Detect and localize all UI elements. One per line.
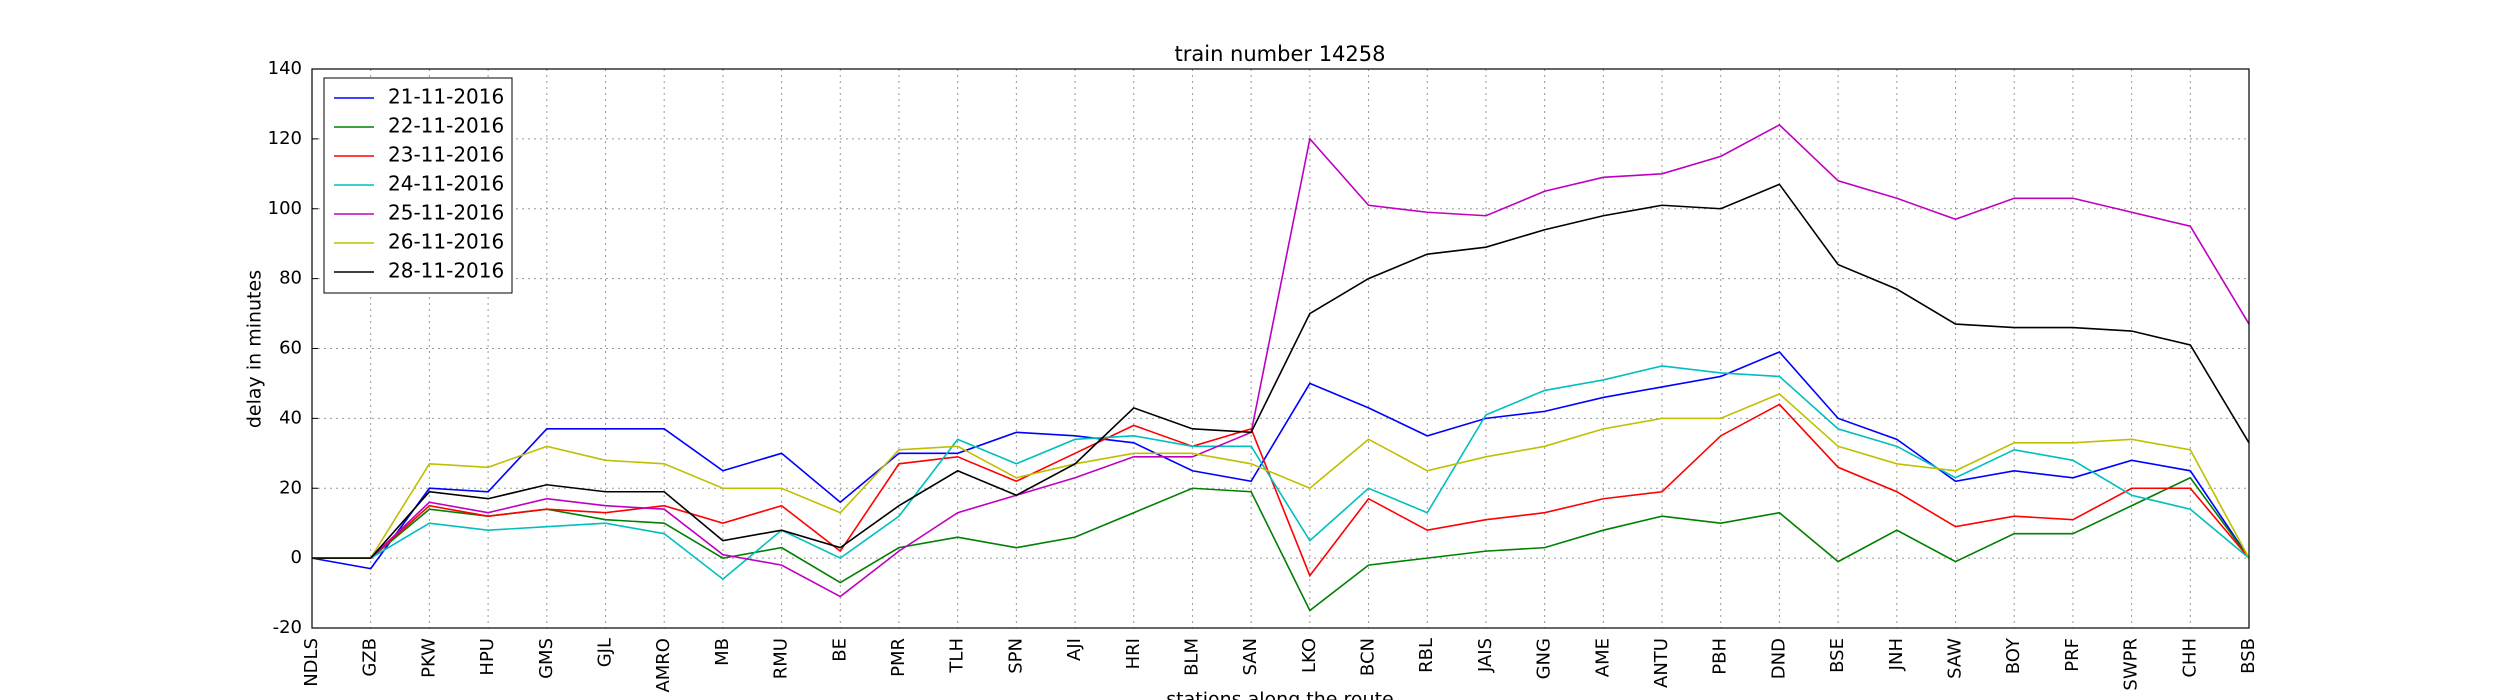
x-tick-label: TLH <box>947 638 968 674</box>
plot-frame <box>311 68 2250 629</box>
x-tick-label: BSB <box>2238 638 2259 674</box>
series-line <box>312 392 2250 559</box>
x-tick-label: GNG <box>1534 638 1555 679</box>
x-tick-label: CHH <box>2179 638 2200 678</box>
series-line <box>312 123 2250 598</box>
chart-title: train number 14258 <box>1175 42 1386 66</box>
x-axis-label: stations along the route <box>1166 689 1393 700</box>
y-tick-label: 0 <box>291 547 302 568</box>
x-tick-label: GMS <box>536 638 557 679</box>
x-tick-label: PKW <box>418 638 439 678</box>
y-tick-label: -20 <box>273 617 302 638</box>
x-tick-label: SAN <box>1240 638 1261 676</box>
x-tick-label: BCN <box>1358 638 1379 676</box>
series-line <box>312 403 2250 578</box>
x-tick-label: NDLS <box>301 638 322 687</box>
x-tick-label: SPN <box>1005 638 1026 674</box>
legend-label: 25-11-2016 <box>388 201 504 225</box>
x-tick-label: GZB <box>360 638 381 677</box>
y-axis-label: delay in minutes <box>244 270 266 428</box>
y-tick-label: 100 <box>268 198 302 219</box>
legend-label: 26-11-2016 <box>388 230 504 254</box>
x-tick-label: SAW <box>1945 638 1966 679</box>
y-tick-label: 60 <box>279 338 302 359</box>
x-tick-label: PBH <box>1710 638 1731 675</box>
legend-label: 21-11-2016 <box>388 85 504 109</box>
legend-label: 23-11-2016 <box>388 143 504 167</box>
legend-label: 24-11-2016 <box>388 172 504 196</box>
x-tick-label: AME <box>1592 638 1613 677</box>
series-line <box>312 476 2250 612</box>
x-tick-label: BLM <box>1181 638 1202 676</box>
x-tick-label: RBL <box>1416 638 1437 673</box>
x-tick-label: RMU <box>771 638 792 679</box>
x-tick-label: PRF <box>2062 638 2083 672</box>
series-line <box>312 183 2250 559</box>
x-tick-label: LKO <box>1299 638 1320 673</box>
x-tick-label: AMRO <box>653 638 674 693</box>
x-tick-label: ANTU <box>1651 638 1672 688</box>
x-tick-label: BOY <box>2003 637 2024 674</box>
x-tick-label: HRI <box>1123 638 1144 669</box>
x-tick-label: PMR <box>888 638 909 677</box>
legend-label: 22-11-2016 <box>388 114 504 138</box>
x-tick-label: SWPR <box>2121 638 2142 691</box>
y-tick-label: 20 <box>279 477 302 498</box>
x-tick-label: HPU <box>477 638 498 676</box>
x-tick-label: DND <box>1768 638 1789 679</box>
y-tick-label: 140 <box>268 58 302 79</box>
x-tick-label: AJI <box>1064 638 1085 661</box>
series-line <box>311 351 2250 570</box>
x-tick-label: BSE <box>1827 638 1848 673</box>
series-line <box>312 365 2250 581</box>
x-tick-label: JNH <box>1886 638 1907 671</box>
y-tick-label: 40 <box>279 407 302 428</box>
y-tick-label: 120 <box>268 128 302 149</box>
x-tick-label: JAIS <box>1475 638 1496 673</box>
x-tick-label: GJL <box>594 638 615 667</box>
legend-label: 28-11-2016 <box>388 259 504 283</box>
x-tick-label: MB <box>712 638 733 666</box>
x-tick-label: BE <box>829 638 850 662</box>
y-tick-label: 80 <box>279 268 302 289</box>
